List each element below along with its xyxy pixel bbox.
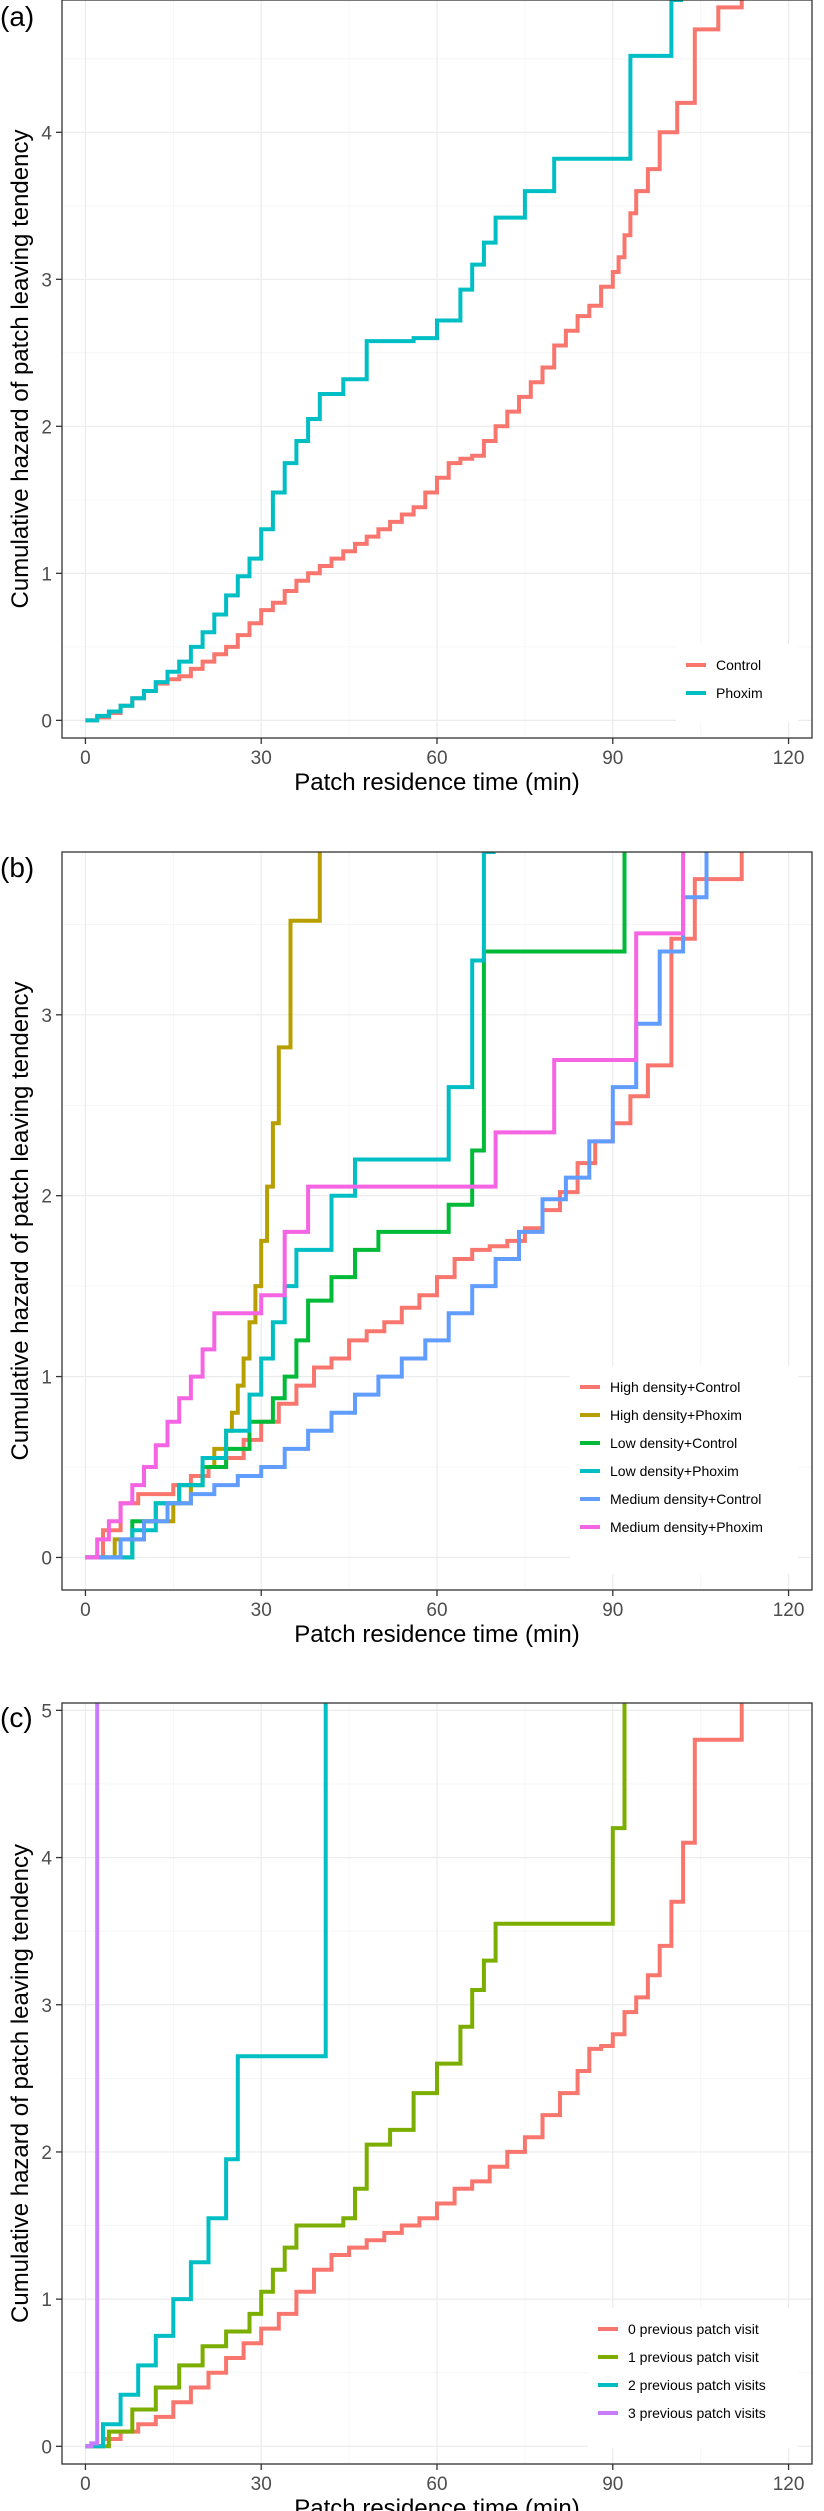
x-tick-label: 60 xyxy=(426,748,447,769)
y-axis-title: Cumulative hazard of patch leaving tende… xyxy=(7,982,34,1461)
y-tick-label: 3 xyxy=(41,1996,52,2017)
legend-label: High density+Phoxim xyxy=(610,1407,742,1423)
y-tick-label: 1 xyxy=(41,564,52,585)
y-tick-label: 1 xyxy=(41,1368,52,1389)
x-tick-label: 120 xyxy=(773,748,805,769)
legend: 0 previous patch visit 1 previous patch v… xyxy=(588,2308,798,2448)
x-tick-label: 0 xyxy=(80,2474,91,2495)
x-tick-label: 120 xyxy=(773,1600,805,1621)
series-layer xyxy=(85,1703,744,2449)
y-tick-label: 1 xyxy=(41,2290,52,2311)
y-tick-label: 4 xyxy=(41,1849,52,1870)
legend: High density+Control High density+Phoxim L… xyxy=(570,1366,798,1574)
legend-label: 1 previous patch visit xyxy=(628,2349,759,2365)
legend-label: Phoxim xyxy=(716,685,763,701)
x-tick-label: 90 xyxy=(602,1600,623,1621)
y-tick-label: 4 xyxy=(41,123,52,144)
x-tick-label: 30 xyxy=(251,2474,272,2495)
legend-label: 3 previous patch visits xyxy=(628,2405,766,2421)
x-tick-label: 90 xyxy=(602,748,623,769)
legend: Control Phoxim xyxy=(676,644,798,722)
series-line-low-density-phoxim xyxy=(85,852,496,1560)
ticks: 0 30 60 90 120 0 1 2 3 xyxy=(41,1006,804,1621)
legend-label: Low density+Phoxim xyxy=(610,1463,739,1479)
y-axis-title: Cumulative hazard of patch leaving tende… xyxy=(7,130,34,609)
panel-label: (b) xyxy=(0,852,34,883)
y-tick-label: 2 xyxy=(41,2143,52,2164)
x-tick-label: 30 xyxy=(251,748,272,769)
y-axis-title: Cumulative hazard of patch leaving tende… xyxy=(7,1844,34,2323)
legend-label: Low density+Control xyxy=(610,1435,737,1451)
x-tick-label: 0 xyxy=(80,748,91,769)
y-tick-label: 3 xyxy=(41,270,52,291)
y-tick-label: 0 xyxy=(41,1548,52,1569)
legend-background xyxy=(676,644,798,722)
series-line-phoxim xyxy=(85,0,684,723)
series-line-control xyxy=(85,0,744,723)
legend-label: Medium density+Phoxim xyxy=(610,1519,763,1535)
legend-label: High density+Control xyxy=(610,1379,740,1395)
x-tick-label: 60 xyxy=(426,2474,447,2495)
x-axis-title: Patch residence time (min) xyxy=(294,2495,579,2511)
series-line-2-previous-patch-visits xyxy=(85,1703,328,2449)
ticks: 0 30 60 90 120 0 1 2 3 4 5 xyxy=(41,1701,804,2495)
y-tick-label: 0 xyxy=(41,711,52,732)
x-tick-label: 60 xyxy=(426,1600,447,1621)
series-line-medium-density-control xyxy=(85,852,709,1560)
panel-label: (a) xyxy=(0,1,34,32)
x-tick-label: 120 xyxy=(773,2474,805,2495)
x-tick-label: 90 xyxy=(602,2474,623,2495)
y-tick-label: 2 xyxy=(41,417,52,438)
y-tick-label: 3 xyxy=(41,1006,52,1027)
y-tick-label: 2 xyxy=(41,1187,52,1208)
panel-b: (b) 0 30 60 90 120 0 1 2 3 Patch residence time … xyxy=(0,851,813,1648)
legend-background xyxy=(588,2308,798,2448)
legend-label: Medium density+Control xyxy=(610,1491,761,1507)
legend-label: 0 previous patch visit xyxy=(628,2321,759,2337)
series-line-3-previous-patch-visits xyxy=(85,1703,100,2449)
grid xyxy=(62,0,812,738)
panel-a: (a) 0 30 60 90 120 0 1 2 3 4 Patch residence time… xyxy=(0,0,813,796)
legend-label: 2 previous patch visits xyxy=(628,2377,766,2393)
y-tick-label: 0 xyxy=(41,2437,52,2458)
y-tick-label: 5 xyxy=(41,1701,52,1722)
x-tick-label: 0 xyxy=(80,1600,91,1621)
legend-label: Control xyxy=(716,657,761,673)
panel-c: (c) 0 30 60 90 120 0 1 2 3 4 5 Patch residence tim… xyxy=(0,1701,813,2511)
panel-label: (c) xyxy=(0,1702,33,1733)
series-line-0-previous-patch-visit xyxy=(85,1703,744,2449)
ticks: 0 30 60 90 120 0 1 2 3 4 xyxy=(41,123,804,769)
series-layer xyxy=(85,0,744,723)
legend-background xyxy=(570,1366,798,1574)
x-axis-title: Patch residence time (min) xyxy=(294,1621,579,1648)
x-tick-label: 30 xyxy=(251,1600,272,1621)
series-layer xyxy=(85,852,744,1560)
series-line-medium-density-phoxim xyxy=(85,852,686,1560)
series-line-1-previous-patch-visit xyxy=(85,1703,627,2449)
x-axis-title: Patch residence time (min) xyxy=(294,769,579,796)
